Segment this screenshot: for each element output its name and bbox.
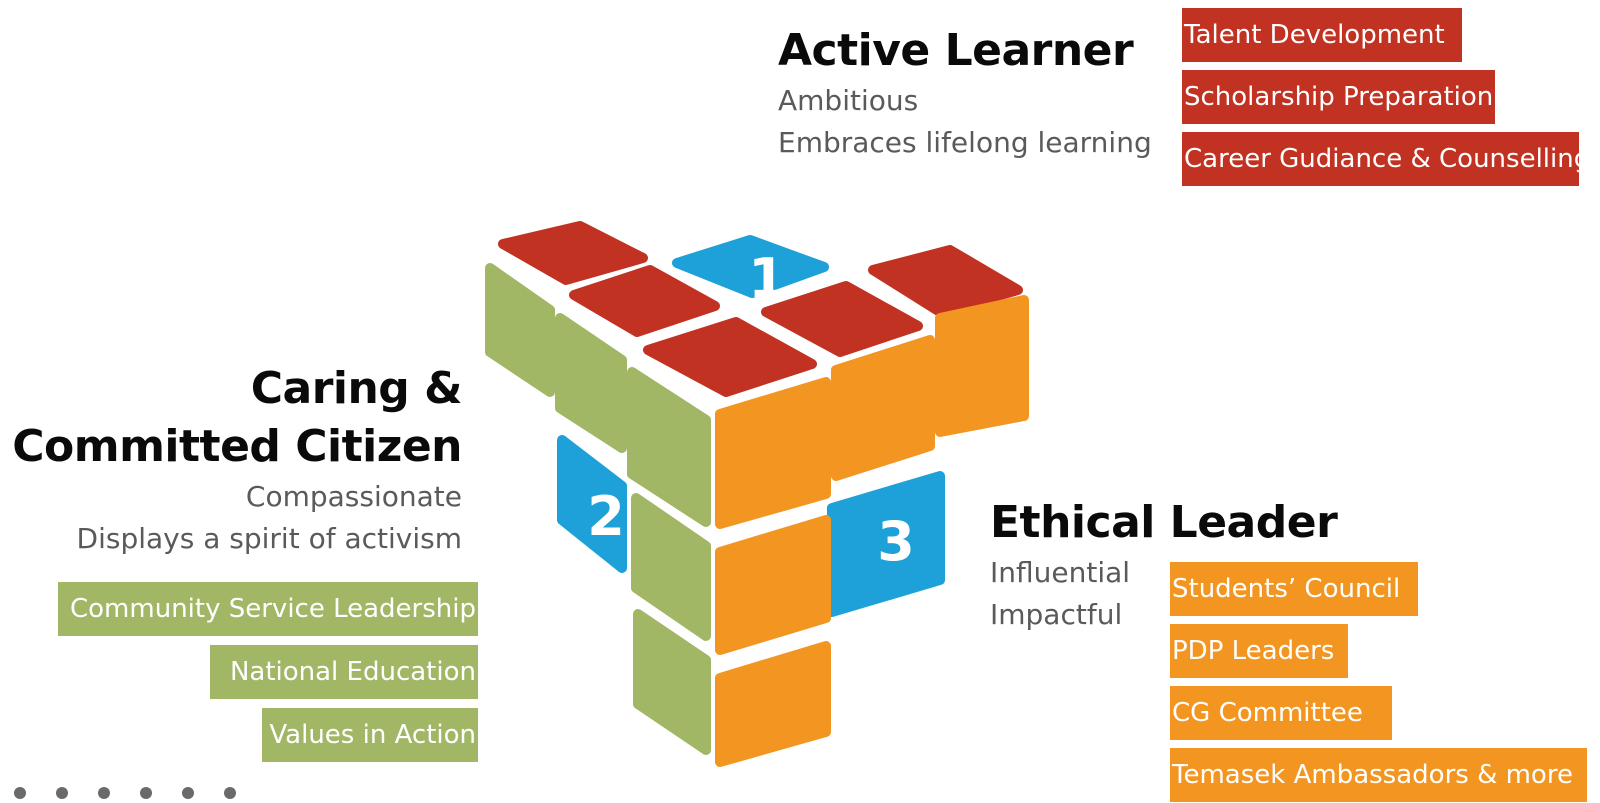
program-tag-community-service-leadership: Community Service Leadership (58, 582, 478, 636)
cube-right-tile (827, 471, 945, 617)
active-learner-trait: Ambitious (778, 84, 919, 118)
active-learner-title: Active Learner (778, 25, 1134, 76)
caring-citizen-section: Caring & Committed Citizen Compassionate… (12, 360, 462, 560)
program-tag-pdp-leaders: PDP Leaders (1170, 624, 1348, 678)
cube-left-tile (485, 263, 555, 397)
cube-left-tile (555, 313, 627, 453)
cube-tiles (485, 221, 1029, 767)
cube-left-tile (557, 435, 627, 573)
caring-citizen-title-line2: Committed Citizen (12, 421, 462, 473)
cube-right-tile (715, 377, 831, 529)
cube-top-tile (761, 281, 923, 357)
cube-right-tile (715, 641, 831, 767)
active-learner-section: Active Learner Ambitious Embraces lifelo… (778, 22, 1152, 164)
cube-number-1: 1 (748, 247, 786, 310)
ethical-leader-trait: Influential (990, 556, 1131, 590)
cube-top-tile (868, 245, 1023, 317)
cube-left-tile (631, 493, 711, 641)
program-tag-talent-development: Talent Development (1182, 8, 1462, 62)
program-tag-students-council: Students’ Council (1170, 562, 1418, 616)
program-tag-values-in-action: Values in Action (262, 708, 478, 762)
slide-dots (14, 784, 266, 803)
active-learner-trait: Embraces lifelong learning (778, 126, 1152, 160)
cube-number-2: 2 (587, 485, 625, 548)
cube-number-3: 3 (877, 510, 915, 573)
ethical-leader-section: Ethical Leader Influential Impactful (990, 494, 1338, 636)
program-tag-scholarship-preparation: Scholarship Preparation (1182, 70, 1495, 124)
caring-citizen-trait: Displays a spirit of activism (76, 522, 462, 556)
program-tag-national-education: National Education (210, 645, 478, 699)
cube-top-tile (643, 317, 817, 397)
ethical-leader-title: Ethical Leader (990, 497, 1338, 548)
program-tag-temasek-ambassadors: Temasek Ambassadors & more (1170, 748, 1587, 802)
program-tag-career-guidance: Career Gudiance & Counselling (1182, 132, 1579, 186)
cube-right-tile (935, 295, 1029, 437)
cube-top-tile (672, 235, 829, 298)
caring-citizen-title-line1: Caring & (250, 363, 463, 414)
cube-top-tile (498, 221, 648, 285)
ethical-leader-trait: Impactful (990, 598, 1123, 632)
cube-left-tile (633, 609, 711, 755)
caring-citizen-trait: Compassionate (245, 480, 462, 514)
cube-right-tile (715, 515, 831, 655)
cube-top-tile (569, 265, 720, 337)
program-tag-cg-committee: CG Committee (1170, 686, 1392, 740)
cube-left-tile (627, 367, 711, 527)
cube-right-tile (831, 335, 935, 481)
